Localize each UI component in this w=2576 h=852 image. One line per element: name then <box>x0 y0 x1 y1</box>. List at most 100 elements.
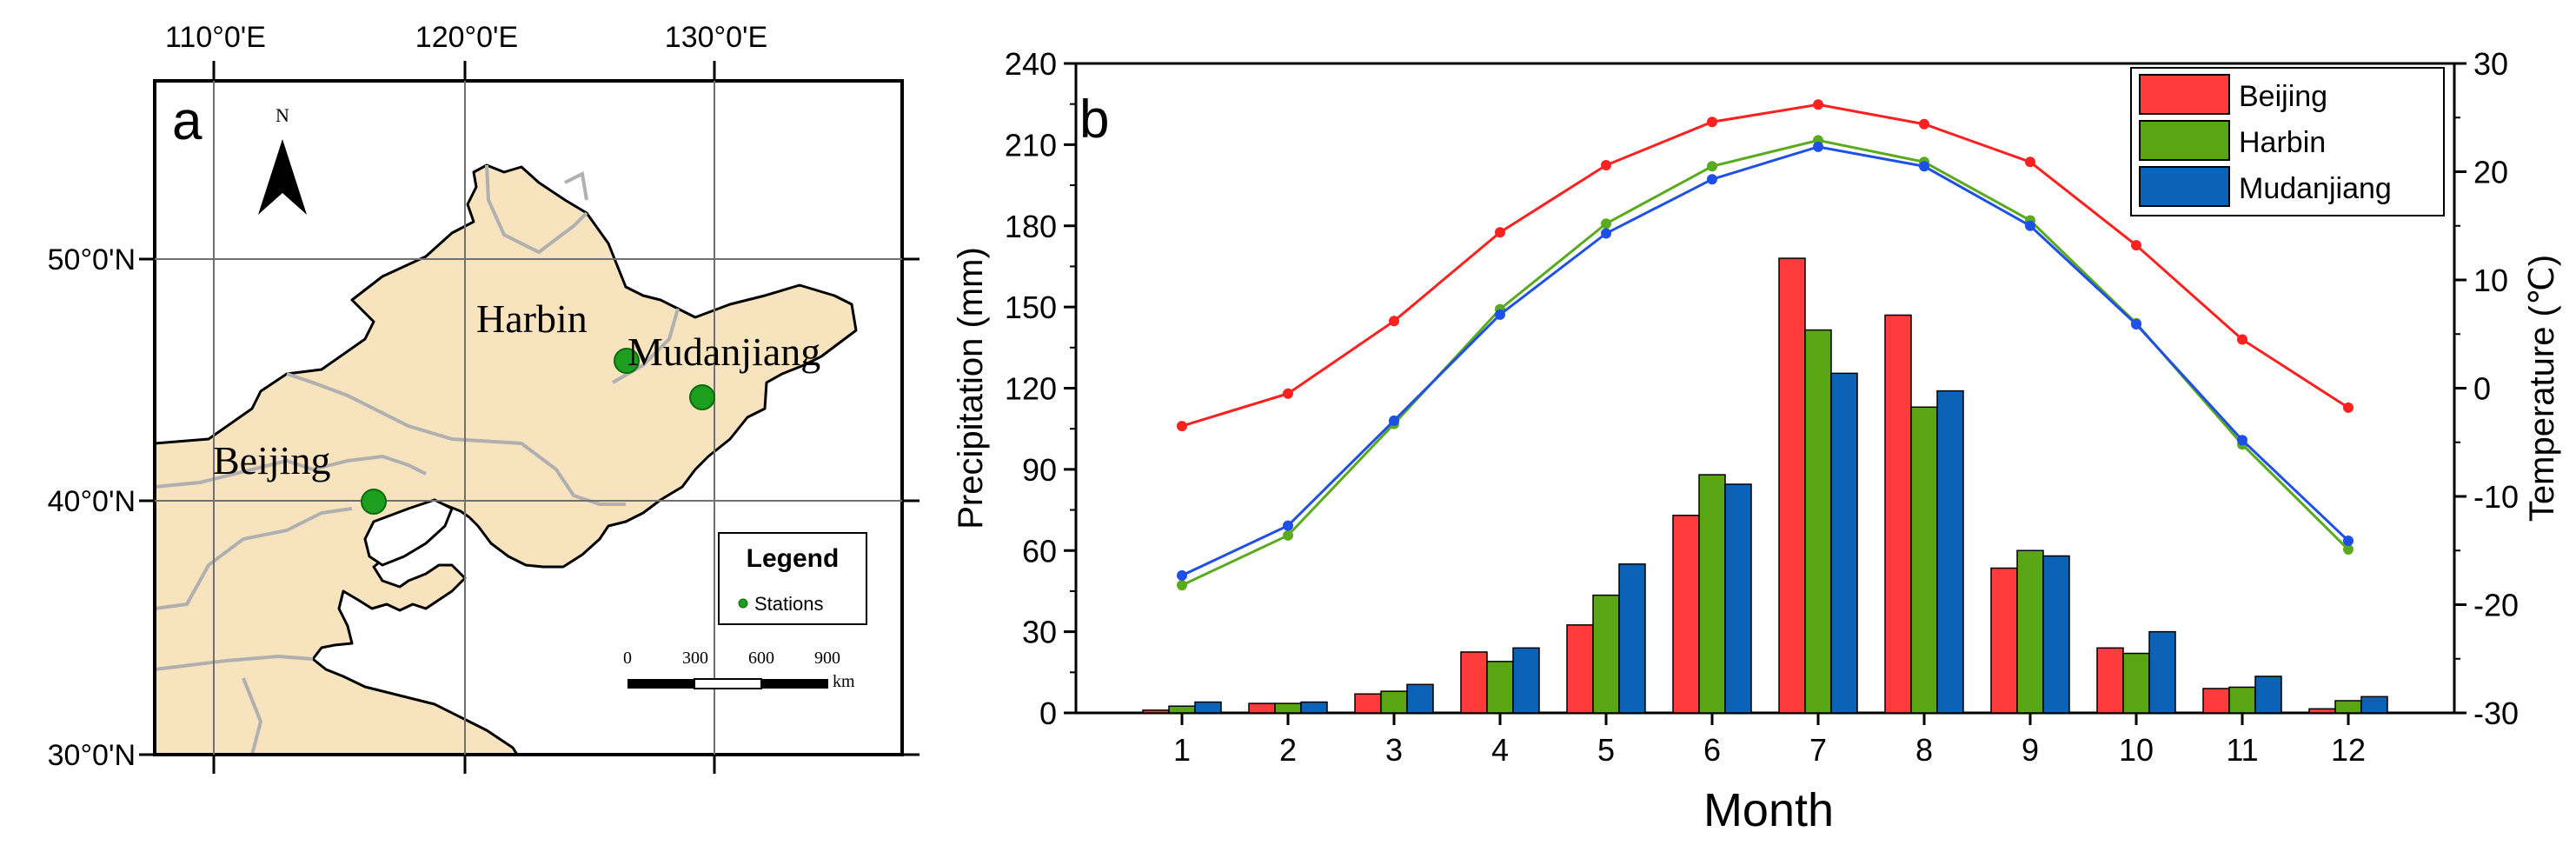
x-tick-label-5: 5 <box>1597 732 1615 768</box>
x-tick-label-10: 10 <box>2119 732 2154 768</box>
y-tick-label-0: 0 <box>1039 696 1057 731</box>
bar-beijing-10 <box>2096 647 2124 714</box>
y2-tick-label--30: -30 <box>2473 696 2519 731</box>
scale-unit: km <box>833 672 855 691</box>
temp-point-beijing-10 <box>2131 240 2141 251</box>
bar-harbin-11 <box>2228 686 2256 714</box>
y-tick-label-30: 30 <box>1022 615 1057 650</box>
y2-tick-label--10: -10 <box>2473 479 2519 515</box>
bar-harbin-5 <box>1592 594 1620 714</box>
y-tick-label-180: 180 <box>1005 209 1057 244</box>
x-tick-label-4: 4 <box>1491 732 1509 768</box>
bar-mudanjiang-12 <box>2360 696 2388 714</box>
bar-harbin-9 <box>2016 549 2044 714</box>
axis-ticks <box>1064 62 2466 725</box>
x-tick-label-1: 1 <box>1173 732 1191 768</box>
map-frame <box>153 79 904 756</box>
map-legend-item: Stations <box>754 593 824 615</box>
x-tick-label-12: 12 <box>2331 732 2366 768</box>
map-panel: 110°0'E 120°0'E 130°0'E 50°0'N 40°0'N 30… <box>0 0 947 848</box>
station-mudanjiang <box>689 384 715 410</box>
city-label-beijing: Beijing <box>213 438 330 483</box>
temp-point-beijing-8 <box>1919 118 1929 130</box>
temp-point-mudanjiang-6 <box>1707 174 1717 185</box>
y-tick-label-210: 210 <box>1005 127 1057 163</box>
y2-tick-label-20: 20 <box>2473 155 2508 190</box>
temp-point-mudanjiang-3 <box>1389 415 1399 426</box>
x-tick-label-2: 2 <box>1279 732 1297 768</box>
temp-point-mudanjiang-1 <box>1177 569 1187 581</box>
legend-label-harbin: Harbin <box>2239 126 2326 159</box>
bar-beijing-9 <box>1990 567 2018 714</box>
map-legend: Legend Stations <box>718 532 867 625</box>
land-region <box>153 163 858 756</box>
temp-point-beijing-4 <box>1495 227 1505 238</box>
province-boundaries <box>154 164 680 755</box>
temp-line-mudanjiang <box>1181 145 2350 577</box>
bar-beijing-8 <box>1884 314 1912 714</box>
bar-mudanjiang-9 <box>2042 555 2070 714</box>
map-legend-title: Legend <box>747 544 840 573</box>
bar-harbin-7 <box>1804 329 1832 714</box>
temp-point-beijing-7 <box>1813 99 1823 110</box>
bar-mudanjiang-1 <box>1194 701 1222 714</box>
temp-point-mudanjiang-7 <box>1813 141 1823 152</box>
y2-tick-label-0: 0 <box>2473 371 2491 407</box>
bar-mudanjiang-5 <box>1618 563 1646 714</box>
panel-label-b: b <box>1079 90 1109 150</box>
temp-line-beijing <box>1181 103 2349 428</box>
temp-point-beijing-1 <box>1177 421 1187 432</box>
chart-panel: 1 2 3 4 5 6 7 8 9 10 11 12 0 30 60 90 120 150 180 210 240 -30… <box>947 0 2576 848</box>
lat-label-40: 40°0'N <box>48 485 136 518</box>
temp-point-harbin-5 <box>1601 218 1611 230</box>
tick-labels: 1 2 3 4 5 6 7 8 9 10 11 120306090120150180210240-30… <box>1005 46 2519 768</box>
temp-point-mudanjiang-8 <box>1919 161 1929 172</box>
temp-point-mudanjiang-4 <box>1495 309 1505 320</box>
bar-mudanjiang-10 <box>2148 630 2176 714</box>
temp-point-beijing-2 <box>1283 388 1293 399</box>
station-beijing <box>361 489 387 515</box>
y-tick-label-60: 60 <box>1022 533 1057 569</box>
bar-mudanjiang-11 <box>2254 676 2282 714</box>
legend-swatch-harbin <box>2139 120 2230 161</box>
x-tick-label-6: 6 <box>1703 732 1721 768</box>
temp-point-beijing-3 <box>1389 316 1399 327</box>
bar-harbin-1 <box>1168 705 1196 714</box>
lat-label-30: 30°0'N <box>48 739 136 772</box>
legend-label-mudanjiang: Mudanjiang <box>2239 172 2392 205</box>
x-tick-label-9: 9 <box>2022 732 2039 768</box>
scale-tick-300: 300 <box>682 649 708 668</box>
bar-harbin-8 <box>1910 406 1938 714</box>
map-svg: 110°0'E 120°0'E 130°0'E 50°0'N 40°0'N 30… <box>48 21 920 774</box>
bar-mudanjiang-7 <box>1830 372 1858 714</box>
temp-point-harbin-2 <box>1283 529 1293 541</box>
temp-point-beijing-5 <box>1601 160 1611 171</box>
temperature-lines <box>1177 99 2354 591</box>
legend-station-icon <box>738 598 748 609</box>
lon-label-110: 110°0'E <box>165 21 266 54</box>
scale-tick-0: 0 <box>623 649 632 668</box>
bar-beijing-6 <box>1672 515 1700 714</box>
temp-point-beijing-11 <box>2237 334 2247 345</box>
bar-harbin-4 <box>1486 661 1514 714</box>
bar-beijing-4 <box>1460 651 1488 714</box>
climate-chart: 1 2 3 4 5 6 7 8 9 10 11 120306090120150180210240-30… <box>952 46 2561 836</box>
y-tick-label-90: 90 <box>1022 452 1057 488</box>
x-tick-label-3: 3 <box>1385 732 1403 768</box>
y-tick-label-240: 240 <box>1005 46 1057 82</box>
temp-point-mudanjiang-9 <box>2025 220 2035 231</box>
bar-beijing-11 <box>2202 688 2230 714</box>
city-label-mudanjiang: Mudanjiang <box>627 329 820 374</box>
panel-label-a: a <box>172 91 202 151</box>
lon-label-130: 130°0'E <box>665 21 767 54</box>
temp-point-mudanjiang-10 <box>2131 319 2141 330</box>
x-tick-label-7: 7 <box>1809 732 1827 768</box>
temp-point-mudanjiang-11 <box>2237 435 2247 446</box>
map-ticks <box>139 61 920 774</box>
temp-point-beijing-9 <box>2025 156 2035 168</box>
temp-point-mudanjiang-2 <box>1283 520 1293 531</box>
north-label: N <box>276 104 289 126</box>
y-axis-title-right: Temperature (℃) <box>2523 255 2561 522</box>
x-axis-title: Month <box>1703 784 1834 836</box>
legend-swatch-mudanjiang <box>2139 166 2230 207</box>
